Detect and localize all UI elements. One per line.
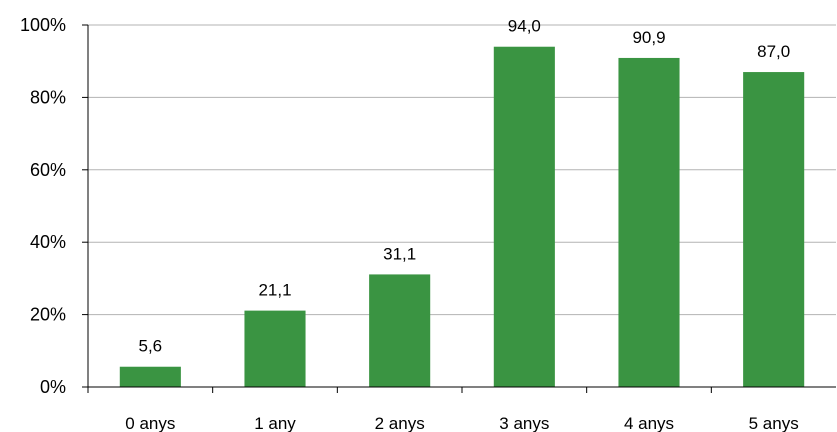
bar [618,58,679,387]
x-tick-label: 4 anys [624,414,674,432]
x-tick-label: 0 anys [125,414,175,432]
data-label: 31,1 [383,244,416,263]
data-label: 90,9 [632,28,665,47]
bar [494,47,555,387]
axes [82,25,836,387]
gridlines [88,25,836,315]
data-labels: 5,6 21,1 31,1 94,0 90,9 87,0 [139,17,791,356]
x-tick-label: 1 any [254,414,296,432]
y-axis-ticks: 0% 20% 40% 60% 80% 100% [20,15,88,397]
data-label: 5,6 [139,337,163,356]
y-tick-label: 0% [40,377,66,397]
data-label: 21,1 [258,281,291,300]
bar [743,72,804,387]
x-tick-label: 5 anys [749,414,799,432]
y-tick-label: 20% [30,305,66,325]
x-tick-label: 2 anys [375,414,425,432]
y-tick-label: 40% [30,232,66,252]
x-tick-label: 3 anys [499,414,549,432]
data-label: 94,0 [508,17,541,36]
x-axis-ticks: 0 anys 1 any 2 anys 3 anys 4 anys 5 anys [88,387,799,432]
data-label: 87,0 [757,42,790,61]
y-tick-label: 80% [30,87,66,107]
y-tick-label: 100% [20,15,66,35]
y-tick-label: 60% [30,160,66,180]
bar [120,367,181,387]
bar [369,274,430,387]
bar [244,311,305,387]
